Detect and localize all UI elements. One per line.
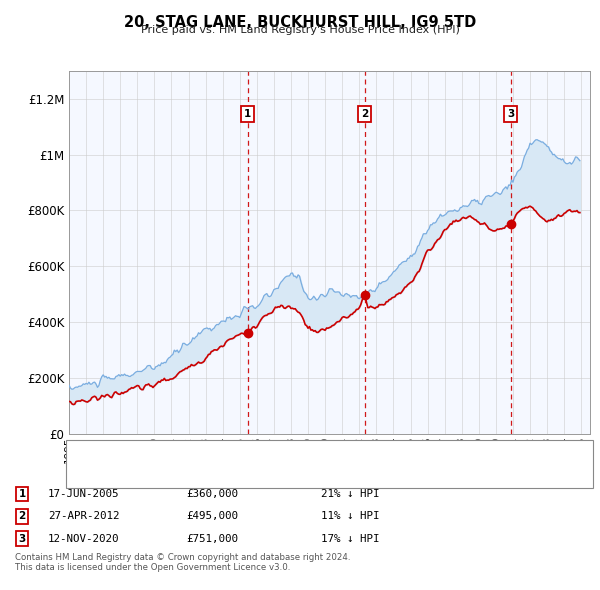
Text: 17-JUN-2005: 17-JUN-2005 [48, 489, 119, 499]
Text: 3: 3 [19, 534, 26, 543]
Text: 20, STAG LANE, BUCKHURST HILL, IG9 5TD: 20, STAG LANE, BUCKHURST HILL, IG9 5TD [124, 15, 476, 30]
Text: 1: 1 [244, 109, 251, 119]
Text: 20, STAG LANE, BUCKHURST HILL, IG9 5TD (detached house): 20, STAG LANE, BUCKHURST HILL, IG9 5TD (… [114, 450, 423, 460]
Text: 2: 2 [361, 109, 368, 119]
Text: Price paid vs. HM Land Registry's House Price Index (HPI): Price paid vs. HM Land Registry's House … [140, 25, 460, 35]
Text: HPI: Average price, detached house, Epping Forest: HPI: Average price, detached house, Eppi… [114, 470, 370, 480]
Text: 1: 1 [19, 489, 26, 499]
Text: This data is licensed under the Open Government Licence v3.0.: This data is licensed under the Open Gov… [15, 563, 290, 572]
Text: £751,000: £751,000 [186, 534, 238, 543]
Text: £360,000: £360,000 [186, 489, 238, 499]
Text: Contains HM Land Registry data © Crown copyright and database right 2024.: Contains HM Land Registry data © Crown c… [15, 553, 350, 562]
Text: 12-NOV-2020: 12-NOV-2020 [48, 534, 119, 543]
Text: 11% ↓ HPI: 11% ↓ HPI [321, 512, 380, 521]
Text: £495,000: £495,000 [186, 512, 238, 521]
Text: 2: 2 [19, 512, 26, 521]
Text: 17% ↓ HPI: 17% ↓ HPI [321, 534, 380, 543]
Text: 27-APR-2012: 27-APR-2012 [48, 512, 119, 521]
Text: 3: 3 [507, 109, 514, 119]
Text: 21% ↓ HPI: 21% ↓ HPI [321, 489, 380, 499]
